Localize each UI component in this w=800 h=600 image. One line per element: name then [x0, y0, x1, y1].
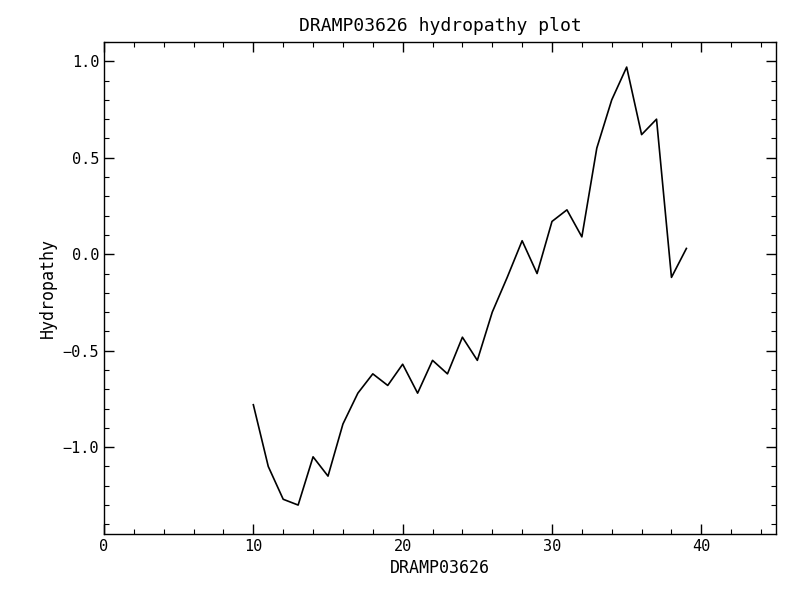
X-axis label: DRAMP03626: DRAMP03626	[390, 559, 490, 577]
Title: DRAMP03626 hydropathy plot: DRAMP03626 hydropathy plot	[298, 17, 582, 35]
Y-axis label: Hydropathy: Hydropathy	[39, 238, 57, 338]
